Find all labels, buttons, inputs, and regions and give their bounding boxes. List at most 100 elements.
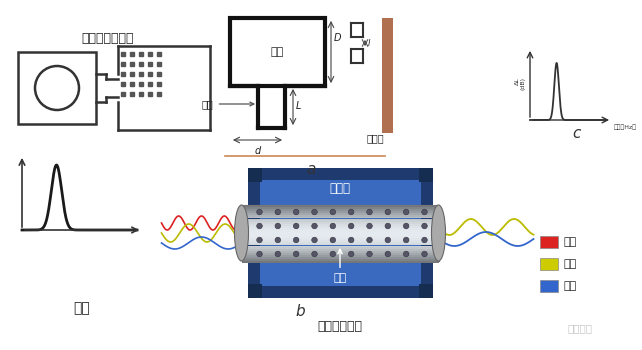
Bar: [419, 284, 433, 298]
Bar: [241, 211, 438, 213]
Text: b: b: [295, 304, 305, 320]
Bar: [241, 253, 438, 255]
Circle shape: [330, 209, 336, 215]
Text: L: L: [296, 101, 301, 111]
Circle shape: [367, 223, 372, 229]
Bar: [241, 209, 438, 211]
Bar: [259, 180, 421, 286]
Bar: [241, 261, 438, 263]
Bar: [241, 222, 438, 224]
Ellipse shape: [234, 205, 248, 261]
Circle shape: [293, 237, 299, 243]
Text: 共振腔: 共振腔: [329, 182, 351, 195]
Bar: [241, 207, 438, 209]
Circle shape: [422, 237, 428, 243]
Circle shape: [330, 237, 336, 243]
Circle shape: [385, 209, 390, 215]
Bar: [241, 224, 438, 226]
Bar: [241, 215, 438, 217]
Bar: [241, 247, 438, 249]
Circle shape: [367, 209, 372, 215]
Text: a: a: [307, 162, 317, 177]
Bar: [18, 52, 96, 124]
Circle shape: [293, 251, 299, 257]
Circle shape: [385, 223, 390, 229]
Bar: [241, 205, 438, 207]
Bar: [540, 258, 558, 270]
Text: 高频: 高频: [564, 237, 577, 247]
Circle shape: [422, 209, 428, 215]
Text: 频率（Hz）: 频率（Hz）: [614, 124, 637, 130]
Circle shape: [422, 223, 428, 229]
Circle shape: [349, 251, 354, 257]
Bar: [241, 257, 438, 259]
Bar: [230, 18, 325, 86]
Circle shape: [275, 237, 281, 243]
Bar: [241, 259, 438, 261]
Circle shape: [257, 251, 263, 257]
Circle shape: [312, 209, 317, 215]
Circle shape: [403, 223, 409, 229]
Bar: [241, 236, 438, 238]
Text: 制冷百科: 制冷百科: [568, 323, 593, 333]
Ellipse shape: [431, 205, 446, 261]
Text: 孔颈: 孔颈: [202, 99, 254, 109]
Circle shape: [312, 223, 317, 229]
Bar: [241, 230, 438, 232]
Text: c: c: [572, 126, 580, 141]
Text: 中频: 中频: [564, 259, 577, 269]
Circle shape: [385, 237, 390, 243]
Text: 穿孔板: 穿孔板: [366, 133, 384, 143]
Bar: [241, 228, 438, 230]
Text: 空腔: 空腔: [271, 47, 284, 57]
Circle shape: [367, 237, 372, 243]
Circle shape: [275, 251, 281, 257]
Circle shape: [293, 223, 299, 229]
Circle shape: [293, 209, 299, 215]
Text: ΔL
(dB): ΔL (dB): [515, 77, 526, 91]
Circle shape: [330, 251, 336, 257]
Circle shape: [403, 237, 409, 243]
Bar: [419, 168, 433, 182]
Bar: [241, 250, 438, 251]
Bar: [241, 240, 438, 242]
Text: 低频: 低频: [74, 301, 91, 315]
Circle shape: [312, 237, 317, 243]
Bar: [241, 242, 438, 244]
Bar: [540, 236, 558, 248]
Bar: [241, 246, 438, 247]
Circle shape: [330, 223, 336, 229]
Bar: [382, 18, 393, 133]
Circle shape: [275, 223, 281, 229]
Circle shape: [312, 251, 317, 257]
Circle shape: [422, 251, 428, 257]
Circle shape: [403, 251, 409, 257]
Circle shape: [257, 209, 263, 215]
Bar: [241, 232, 438, 234]
Circle shape: [257, 237, 263, 243]
Bar: [248, 168, 433, 298]
Circle shape: [257, 223, 263, 229]
Bar: [248, 284, 261, 298]
Text: d: d: [254, 146, 261, 156]
Circle shape: [385, 251, 390, 257]
Circle shape: [35, 66, 79, 110]
Bar: [241, 217, 438, 218]
Circle shape: [349, 237, 354, 243]
Bar: [241, 213, 438, 215]
Circle shape: [403, 209, 409, 215]
Text: 共振式（抗性）: 共振式（抗性）: [82, 32, 134, 44]
Bar: [540, 280, 558, 292]
Text: 低频: 低频: [564, 281, 577, 291]
Circle shape: [349, 223, 354, 229]
Bar: [241, 218, 438, 220]
Circle shape: [275, 209, 281, 215]
Text: 共振型消声器: 共振型消声器: [318, 320, 363, 332]
Circle shape: [367, 251, 372, 257]
Bar: [241, 244, 438, 245]
Bar: [241, 226, 438, 228]
Bar: [241, 255, 438, 257]
Text: l: l: [368, 38, 370, 48]
Bar: [248, 168, 261, 182]
Bar: [241, 220, 438, 222]
